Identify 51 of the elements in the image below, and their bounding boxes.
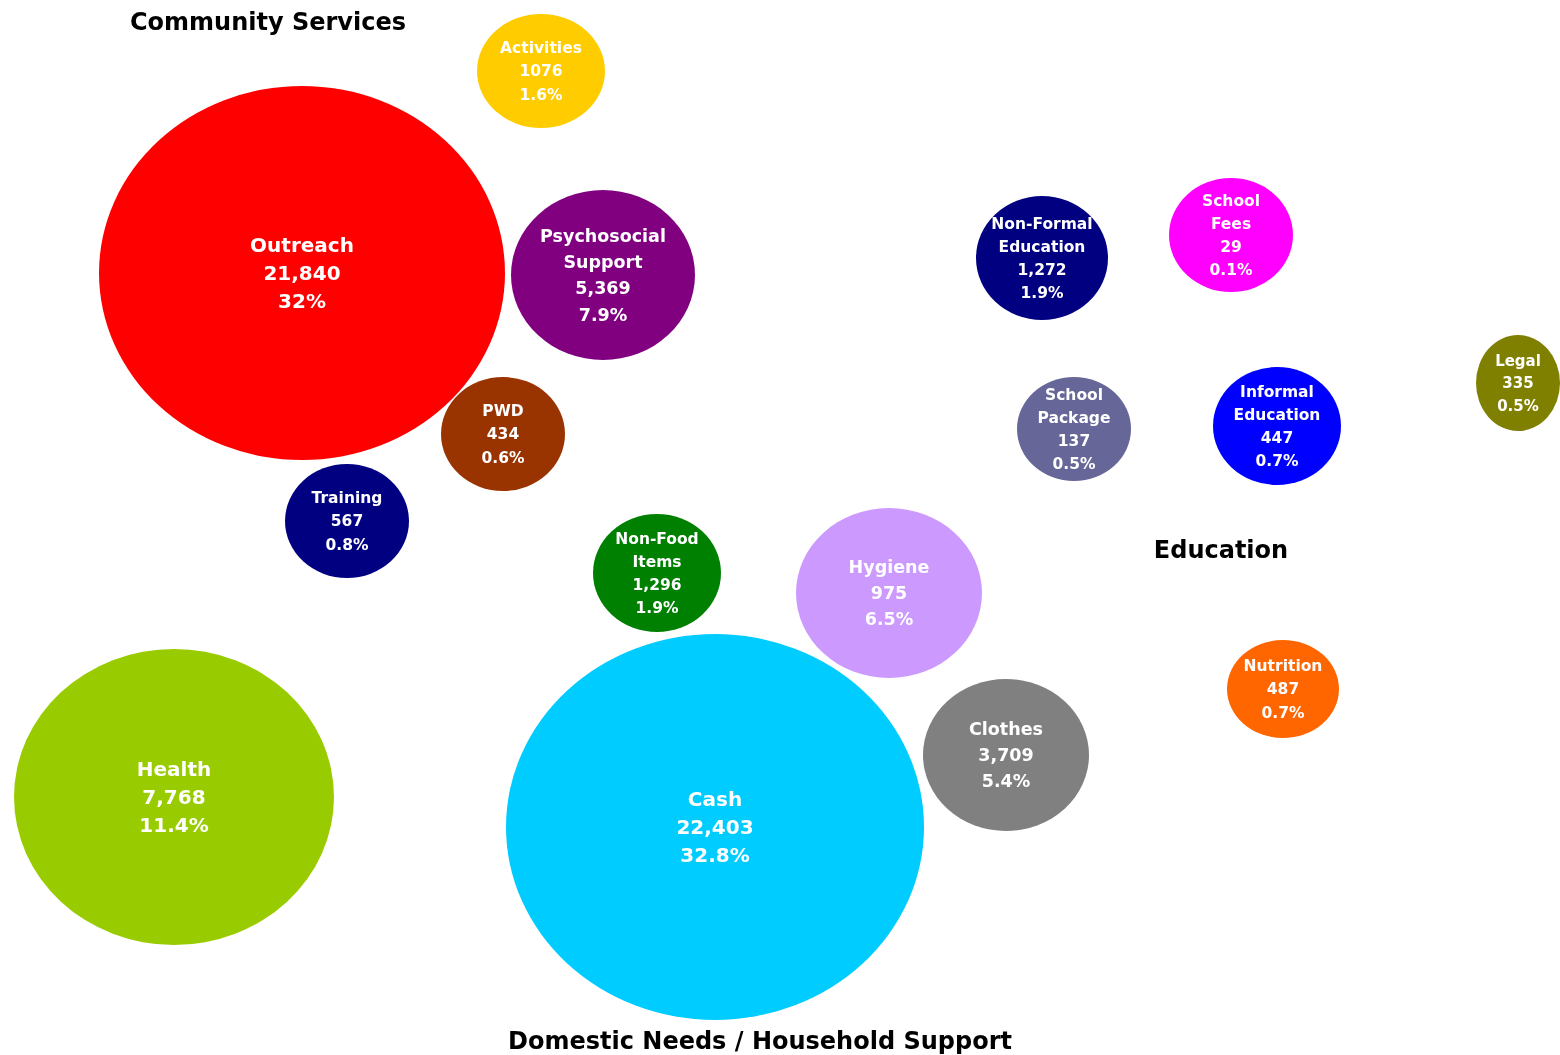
data-label: 29 [1220,238,1242,257]
data-label: 32.8% [680,843,750,867]
data-label: 335 [1502,374,1534,393]
data-label: 1.9% [635,599,679,618]
data-label: 5.4% [981,771,1031,792]
text: Education [1153,536,1289,565]
data-label: 137 [1057,432,1091,451]
category-label: Nutrition [1243,657,1323,676]
data-label: 0.7% [1261,703,1305,722]
data-label: 1.6% [519,85,563,104]
text: Community Services [129,8,407,37]
data-label: 487 [1266,680,1300,699]
category-label: Clothes [969,718,1043,739]
data-label: 7.9% [578,304,628,325]
category-label: Non-Food Items [615,529,699,571]
data-label: 0.7% [1255,452,1299,471]
category-label: Legal [1495,351,1541,370]
data-label: 3,709 [978,745,1034,766]
data-label: 0.1% [1209,261,1253,280]
category-label: Activities [500,39,582,58]
data-label: 22,403 [676,815,754,839]
data-label: 1076 [519,62,563,81]
data-label: 975 [870,583,908,604]
data-label: 6.5% [864,609,914,630]
category-label: Health [136,757,212,781]
data-label: 5,369 [575,278,631,299]
data-label: 7,768 [142,785,206,809]
category-label: School Package [1037,385,1111,427]
data-label: 0.5% [1497,396,1539,415]
category-label: Hygiene [848,556,930,577]
category-label: School Fees [1202,191,1260,233]
data-label: 11.4% [139,813,209,837]
category-label: Training [311,489,383,508]
category-label: Psychosocial Support [540,225,666,272]
data-label: 32% [278,289,326,313]
data-label: 0.8% [325,535,369,554]
data-label: 0.6% [481,448,525,467]
data-label: 1,296 [632,576,682,595]
data-label: 1,272 [1017,261,1067,280]
data-label: 1.9% [1020,284,1064,303]
category-label: Informal Education [1233,382,1321,424]
data-label: 21,840 [263,261,341,285]
data-label: 447 [1260,429,1294,448]
data-label: 567 [330,512,364,531]
category-label: Cash [687,787,743,811]
category-label: Outreach [250,233,354,257]
data-label: 0.5% [1052,455,1096,474]
text: Domestic Needs / Household Support [508,1027,1012,1055]
category-label: Non-Formal Education [991,214,1093,256]
data-label: 434 [486,425,520,444]
category-label: PWD [482,402,524,421]
